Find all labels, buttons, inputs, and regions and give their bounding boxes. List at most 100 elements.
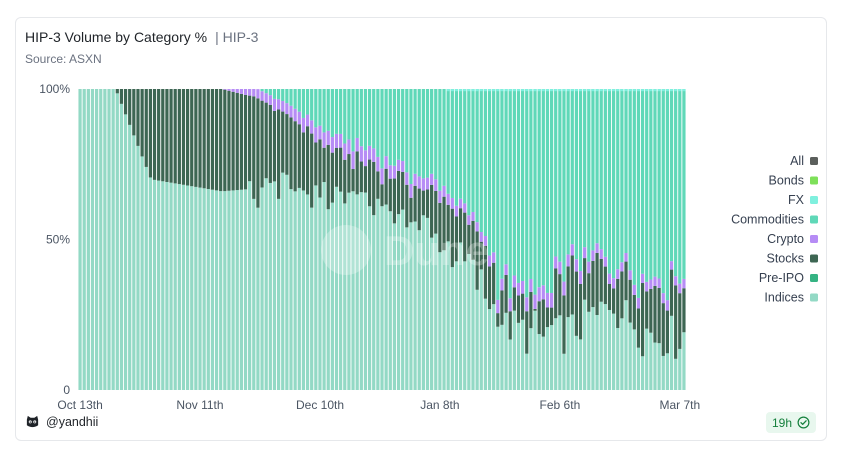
bar[interactable] [190, 89, 194, 390]
bar[interactable] [305, 89, 310, 390]
bar[interactable] [90, 89, 95, 390]
bar[interactable] [454, 89, 459, 390]
bar[interactable] [661, 89, 665, 390]
bar[interactable] [492, 89, 496, 390]
bar[interactable] [458, 89, 463, 390]
bar[interactable] [529, 89, 533, 390]
bar[interactable] [549, 89, 554, 390]
bar[interactable] [272, 89, 277, 390]
bar[interactable] [326, 89, 330, 390]
bar[interactable] [554, 89, 558, 390]
bar[interactable] [281, 89, 285, 390]
bar[interactable] [148, 89, 152, 390]
bar[interactable] [583, 89, 587, 390]
bar[interactable] [512, 89, 516, 390]
bar[interactable] [194, 89, 198, 390]
bar[interactable] [339, 89, 343, 390]
bar[interactable] [301, 89, 306, 390]
bar[interactable] [111, 89, 115, 390]
bar[interactable] [413, 89, 417, 390]
legend-item-commodities[interactable]: Commodities [731, 213, 818, 227]
bar[interactable] [380, 89, 384, 390]
bar[interactable] [487, 89, 492, 390]
bar[interactable] [351, 89, 355, 390]
bar[interactable] [396, 89, 401, 390]
bar[interactable] [653, 89, 657, 390]
bar[interactable] [276, 89, 281, 390]
bar[interactable] [430, 89, 434, 390]
bar[interactable] [483, 89, 488, 390]
bar[interactable] [669, 89, 674, 390]
bar[interactable] [401, 89, 405, 390]
bar[interactable] [322, 89, 326, 390]
bar[interactable] [574, 89, 579, 390]
bar[interactable] [235, 89, 239, 390]
chart-tag[interactable]: | HIP-3 [215, 29, 259, 45]
bar[interactable] [198, 89, 202, 390]
bar[interactable] [450, 89, 454, 390]
bar[interactable] [657, 89, 661, 390]
bar[interactable] [612, 89, 616, 390]
bar[interactable] [599, 89, 603, 390]
bar[interactable] [496, 89, 500, 390]
bar[interactable] [392, 89, 397, 390]
bar[interactable] [95, 89, 99, 390]
bar[interactable] [210, 89, 215, 390]
bar[interactable] [500, 89, 504, 390]
bar[interactable] [219, 89, 223, 390]
legend-item-indices[interactable]: Indices [764, 291, 818, 305]
bar[interactable] [640, 89, 645, 390]
legend-item-bonds[interactable]: Bonds [769, 174, 818, 188]
bar[interactable] [173, 89, 177, 390]
bar[interactable] [417, 89, 421, 390]
legend-item-all[interactable]: All [790, 154, 818, 168]
bar[interactable] [421, 89, 425, 390]
bar[interactable] [434, 89, 438, 390]
bar[interactable] [508, 89, 512, 390]
bar[interactable] [367, 89, 372, 390]
bar[interactable] [409, 89, 413, 390]
bar[interactable] [446, 89, 450, 390]
bar[interactable] [595, 89, 599, 390]
bar[interactable] [578, 89, 583, 390]
bar[interactable] [136, 89, 140, 390]
bar[interactable] [570, 89, 574, 390]
legend-item-fx[interactable]: FX [788, 193, 818, 207]
bar[interactable] [343, 89, 347, 390]
bar[interactable] [537, 89, 541, 390]
bar[interactable] [128, 89, 132, 391]
bar[interactable] [99, 89, 103, 390]
bar[interactable] [562, 89, 566, 390]
bar[interactable] [330, 89, 334, 390]
bar[interactable] [310, 89, 314, 390]
bar[interactable] [525, 89, 529, 390]
bar[interactable] [289, 89, 293, 390]
bar[interactable] [214, 89, 219, 390]
bar[interactable] [347, 89, 351, 390]
bar[interactable] [674, 89, 678, 390]
bar[interactable] [248, 89, 252, 390]
bar[interactable] [119, 89, 124, 390]
bar[interactable] [533, 89, 537, 390]
bar[interactable] [132, 89, 136, 390]
bar[interactable] [181, 89, 186, 390]
bar[interactable] [123, 89, 128, 391]
bar[interactable] [107, 89, 111, 390]
bar[interactable] [471, 89, 475, 390]
bar[interactable] [140, 89, 144, 390]
bar[interactable] [620, 89, 624, 390]
bar[interactable] [463, 89, 467, 390]
legend-item-stocks[interactable]: Stocks [766, 252, 818, 266]
bar[interactable] [223, 89, 227, 390]
bar[interactable] [425, 89, 430, 390]
bar[interactable] [264, 89, 268, 390]
bar[interactable] [318, 89, 322, 390]
bar[interactable] [591, 89, 595, 390]
bar[interactable] [682, 89, 686, 390]
bar[interactable] [285, 89, 289, 390]
legend-item-pre-ipo[interactable]: Pre-IPO [759, 271, 818, 285]
bar[interactable] [372, 89, 376, 390]
bar[interactable] [504, 89, 508, 390]
bar[interactable] [665, 89, 669, 390]
bar[interactable] [649, 89, 653, 390]
